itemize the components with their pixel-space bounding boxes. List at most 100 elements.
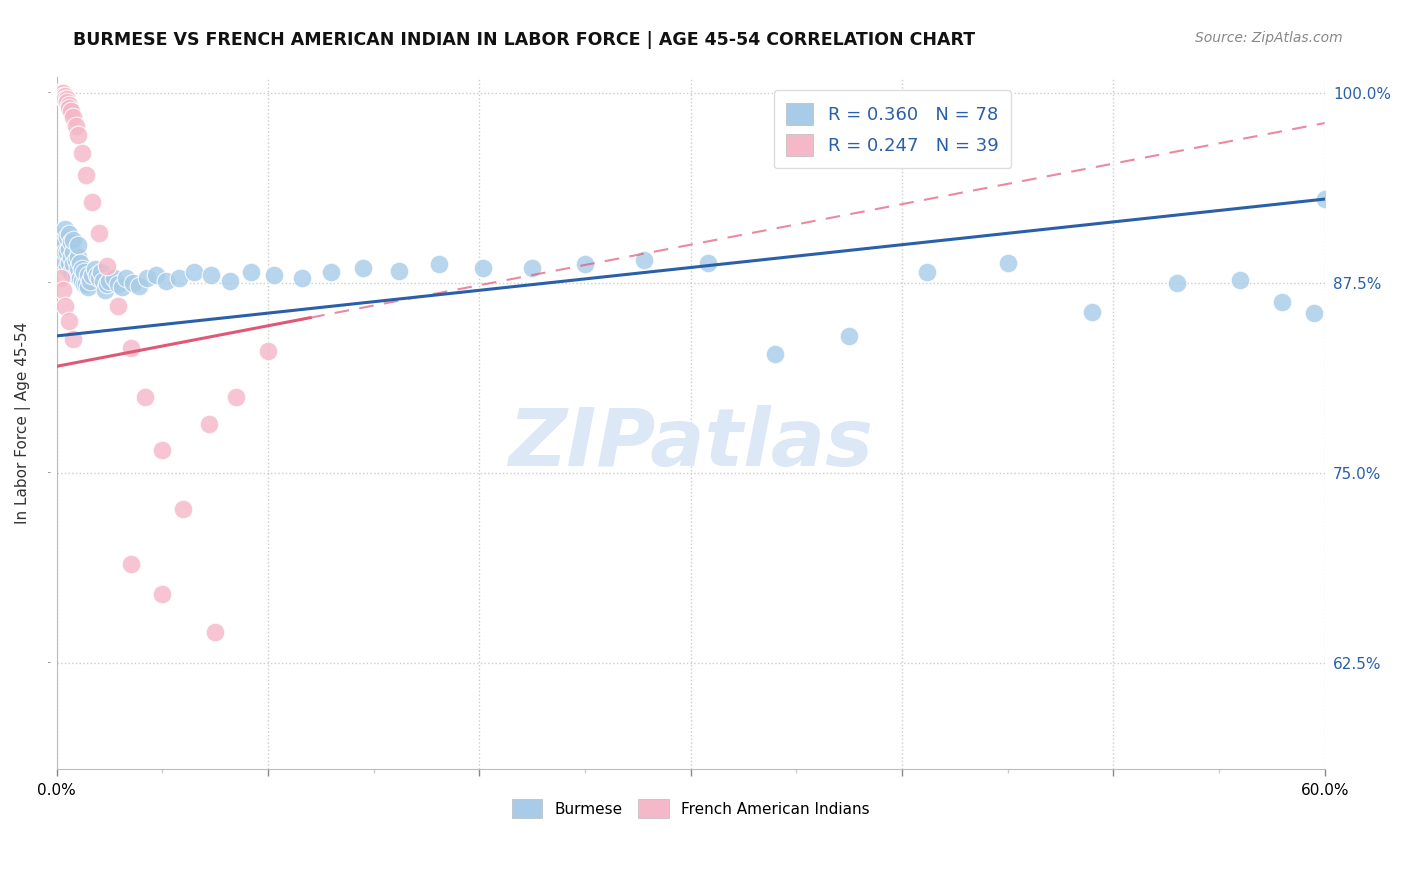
Point xyxy=(58,242,80,256)
Point xyxy=(120,557,142,571)
Point xyxy=(197,417,219,431)
Point xyxy=(574,257,596,271)
Point xyxy=(218,274,240,288)
Point xyxy=(60,250,83,264)
Point xyxy=(91,274,114,288)
Point xyxy=(696,256,718,270)
Point xyxy=(838,329,860,343)
Point xyxy=(66,128,89,143)
Point xyxy=(65,268,87,282)
Point xyxy=(75,168,97,182)
Point xyxy=(257,344,280,359)
Point xyxy=(167,271,190,285)
Point xyxy=(60,103,83,118)
Point xyxy=(150,442,173,457)
Point xyxy=(1229,273,1251,287)
Point xyxy=(49,271,72,285)
Text: Source: ZipAtlas.com: Source: ZipAtlas.com xyxy=(1195,31,1343,45)
Point xyxy=(48,237,70,252)
Point xyxy=(70,146,93,161)
Point xyxy=(77,268,100,282)
Point xyxy=(70,262,93,277)
Point xyxy=(240,265,263,279)
Point xyxy=(53,92,76,106)
Point xyxy=(56,230,79,244)
Point xyxy=(388,263,411,277)
Point xyxy=(1081,304,1104,318)
Point xyxy=(69,271,91,285)
Point xyxy=(49,86,72,100)
Point xyxy=(120,341,142,355)
Point xyxy=(69,256,91,270)
Point xyxy=(65,119,87,133)
Point xyxy=(49,88,72,103)
Point xyxy=(49,245,72,260)
Point xyxy=(121,276,143,290)
Point xyxy=(58,98,80,112)
Point xyxy=(83,262,105,277)
Point xyxy=(96,277,118,292)
Point xyxy=(321,265,343,279)
Point xyxy=(79,274,101,288)
Point xyxy=(62,245,84,260)
Point xyxy=(200,268,222,282)
Point xyxy=(204,625,226,640)
Point xyxy=(1166,276,1188,290)
Point xyxy=(96,259,118,273)
Point xyxy=(66,237,89,252)
Point xyxy=(87,271,110,285)
Point xyxy=(73,277,96,292)
Point xyxy=(94,283,117,297)
Point xyxy=(49,86,72,100)
Point xyxy=(82,268,104,282)
Point xyxy=(66,260,89,275)
Point xyxy=(1271,295,1294,310)
Point xyxy=(225,390,247,404)
Point xyxy=(103,271,125,285)
Point xyxy=(291,271,314,285)
Point xyxy=(48,86,70,100)
Point xyxy=(87,226,110,240)
Point xyxy=(263,268,285,282)
Point xyxy=(56,92,79,106)
Point xyxy=(52,237,75,252)
Legend: Burmese, French American Indians: Burmese, French American Indians xyxy=(506,793,876,824)
Point xyxy=(48,86,70,100)
Point xyxy=(77,280,100,294)
Point xyxy=(107,277,129,292)
Point xyxy=(62,332,84,346)
Point xyxy=(917,265,939,279)
Point xyxy=(352,260,374,275)
Point xyxy=(134,390,156,404)
Point xyxy=(52,252,75,267)
Point xyxy=(66,250,89,264)
Point xyxy=(70,274,93,288)
Point xyxy=(763,347,786,361)
Point xyxy=(997,256,1019,270)
Point xyxy=(56,245,79,260)
Point xyxy=(58,101,80,115)
Point xyxy=(75,277,97,292)
Point xyxy=(82,195,104,210)
Point xyxy=(62,257,84,271)
Point xyxy=(111,280,134,294)
Point xyxy=(150,587,173,601)
Point xyxy=(56,260,79,275)
Point xyxy=(633,252,655,267)
Point xyxy=(62,110,84,124)
Point xyxy=(52,88,75,103)
Point xyxy=(53,245,76,260)
Point xyxy=(52,283,75,297)
Point xyxy=(98,274,121,288)
Point xyxy=(107,299,129,313)
Point xyxy=(472,260,495,275)
Point xyxy=(53,222,76,236)
Point xyxy=(115,271,138,285)
Point xyxy=(145,268,167,282)
Point xyxy=(90,265,112,279)
Point xyxy=(86,268,108,282)
Point xyxy=(1303,306,1326,320)
Point xyxy=(73,265,96,279)
Point xyxy=(56,95,79,109)
Point xyxy=(65,252,87,267)
